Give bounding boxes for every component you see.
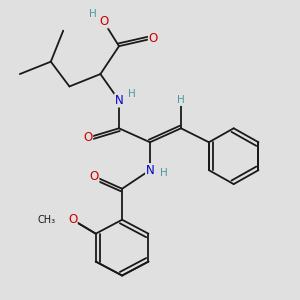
Text: N: N <box>115 94 123 107</box>
Text: O: O <box>99 15 108 28</box>
Text: H: H <box>160 168 168 178</box>
Text: H: H <box>89 9 97 19</box>
Text: H: H <box>128 89 135 99</box>
Text: O: O <box>148 32 158 45</box>
Text: N: N <box>146 164 154 177</box>
Text: H: H <box>177 95 185 105</box>
Text: O: O <box>90 170 99 183</box>
Text: O: O <box>83 131 93 144</box>
Text: O: O <box>68 213 77 226</box>
Text: CH₃: CH₃ <box>37 215 56 225</box>
